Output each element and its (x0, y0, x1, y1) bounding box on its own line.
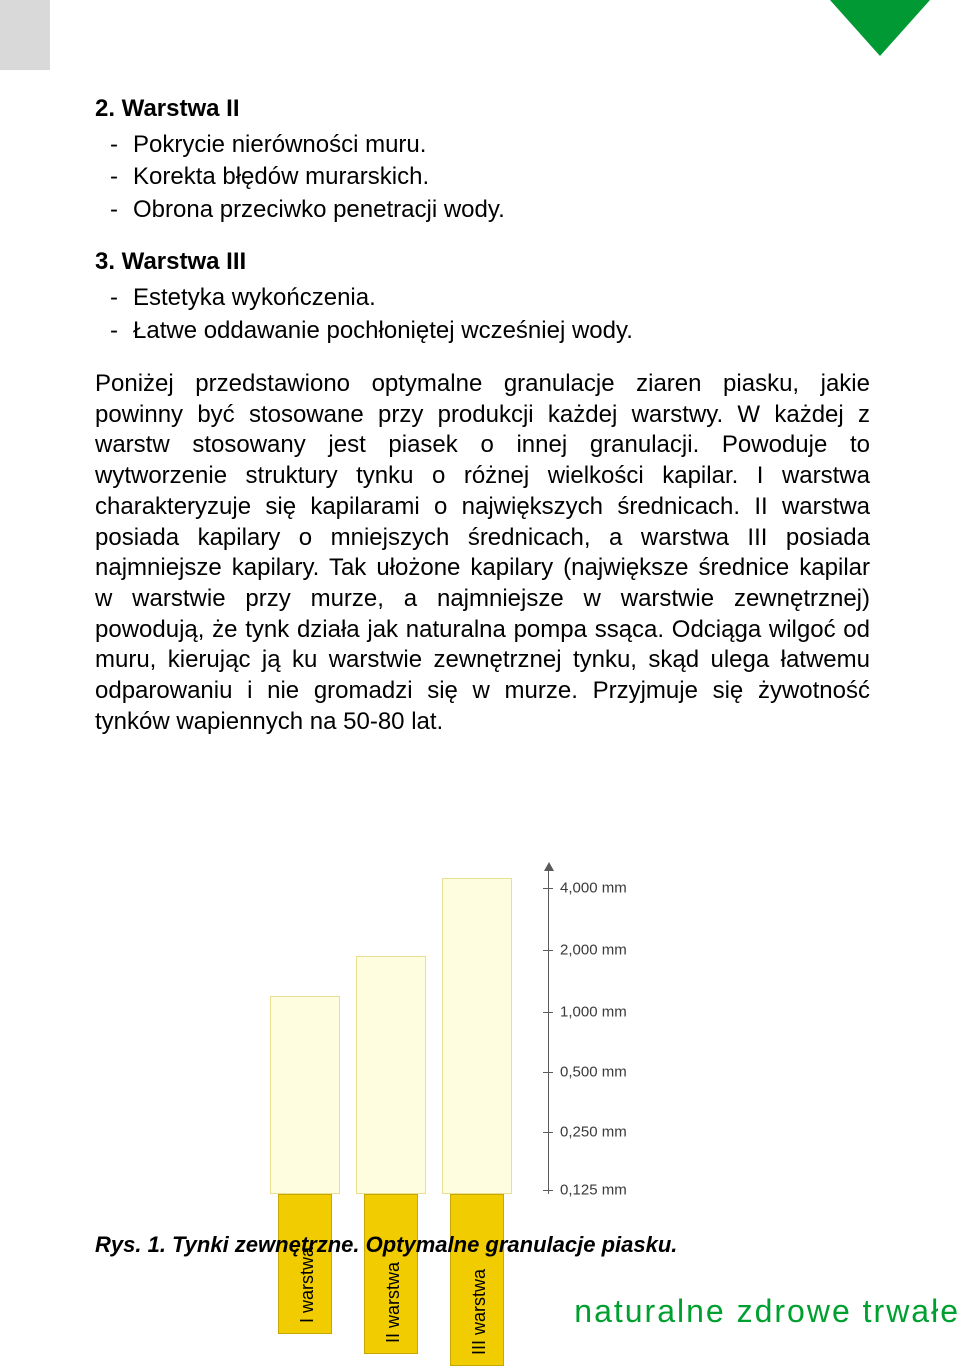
axis-tick-label: 4,000 mm (560, 880, 627, 897)
figure-caption: Rys. 1. Tynki zewnętrzne. Optymalne gran… (95, 1232, 677, 1258)
list-item: - Obrona przeciwko penetracji wody. (95, 194, 870, 226)
section-3-list: - Estetyka wykończenia. - Łatwe oddawani… (95, 282, 870, 347)
dash-icon: - (95, 282, 133, 314)
axis-tick-label: 0,500 mm (560, 1064, 627, 1081)
bar-1-outer (270, 996, 340, 1194)
bar-3-outer (442, 878, 512, 1194)
list-item-text: Łatwe oddawanie pochłoniętej wcześniej w… (133, 315, 870, 347)
list-item: - Pokrycie nierówności muru. (95, 129, 870, 161)
axis-tick-label: 0,250 mm (560, 1124, 627, 1141)
list-item-text: Pokrycie nierówności muru. (133, 129, 870, 161)
section-2-list: - Pokrycie nierówności muru. - Korekta b… (95, 129, 870, 226)
footer-tagline: naturalne zdrowe trwałe (574, 1293, 960, 1338)
dash-icon: - (95, 194, 133, 226)
dash-icon: - (95, 129, 133, 161)
bar-3-inner: III warstwa (450, 1194, 504, 1366)
bar-2-inner: II warstwa (364, 1194, 418, 1354)
dash-icon: - (95, 161, 133, 193)
page: 2. Warstwa II - Pokrycie nierówności mur… (0, 0, 960, 1338)
list-item-text: Estetyka wykończenia. (133, 282, 870, 314)
bar-3-label: III warstwa (469, 1269, 490, 1355)
bar-2-outer (356, 956, 426, 1194)
axis-tick (543, 1190, 553, 1191)
axis-tick (543, 1072, 553, 1073)
list-item-text: Obrona przeciwko penetracji wody. (133, 194, 870, 226)
axis-tick-label: 2,000 mm (560, 942, 627, 959)
axis-tick (543, 950, 553, 951)
bar-2-label: II warstwa (383, 1262, 404, 1343)
bar-1-inner: I warstwa (278, 1194, 332, 1334)
content-column: 2. Warstwa II - Pokrycie nierówności mur… (95, 95, 870, 738)
axis-tick-label: 1,000 mm (560, 1004, 627, 1021)
axis-tick (543, 1012, 553, 1013)
bar-1-label: I warstwa (297, 1247, 318, 1323)
axis-tick (543, 1132, 553, 1133)
section-3-heading: 3. Warstwa III (95, 248, 870, 276)
dash-icon: - (95, 315, 133, 347)
list-item: - Łatwe oddawanie pochłoniętej wcześniej… (95, 315, 870, 347)
granulation-chart: I warstwa II warstwa III warstwa 4,000 m… (270, 864, 710, 1214)
corner-grey-strip (0, 0, 50, 70)
chart-axis: 4,000 mm 2,000 mm 1,000 mm 0,500 mm 0,25… (548, 864, 698, 1204)
section-2-heading: 2. Warstwa II (95, 95, 870, 123)
axis-line (548, 868, 549, 1194)
axis-arrow-icon (544, 862, 554, 871)
axis-tick (543, 888, 553, 889)
body-paragraph: Poniżej przedstawiono optymalne granulac… (95, 369, 870, 738)
axis-tick-label: 0,125 mm (560, 1182, 627, 1199)
chart-bars-area: I warstwa II warstwa III warstwa (270, 864, 540, 1204)
list-item: - Korekta błędów murarskich. (95, 161, 870, 193)
corner-green-triangle-icon (830, 0, 930, 56)
list-item: - Estetyka wykończenia. (95, 282, 870, 314)
list-item-text: Korekta błędów murarskich. (133, 161, 870, 193)
